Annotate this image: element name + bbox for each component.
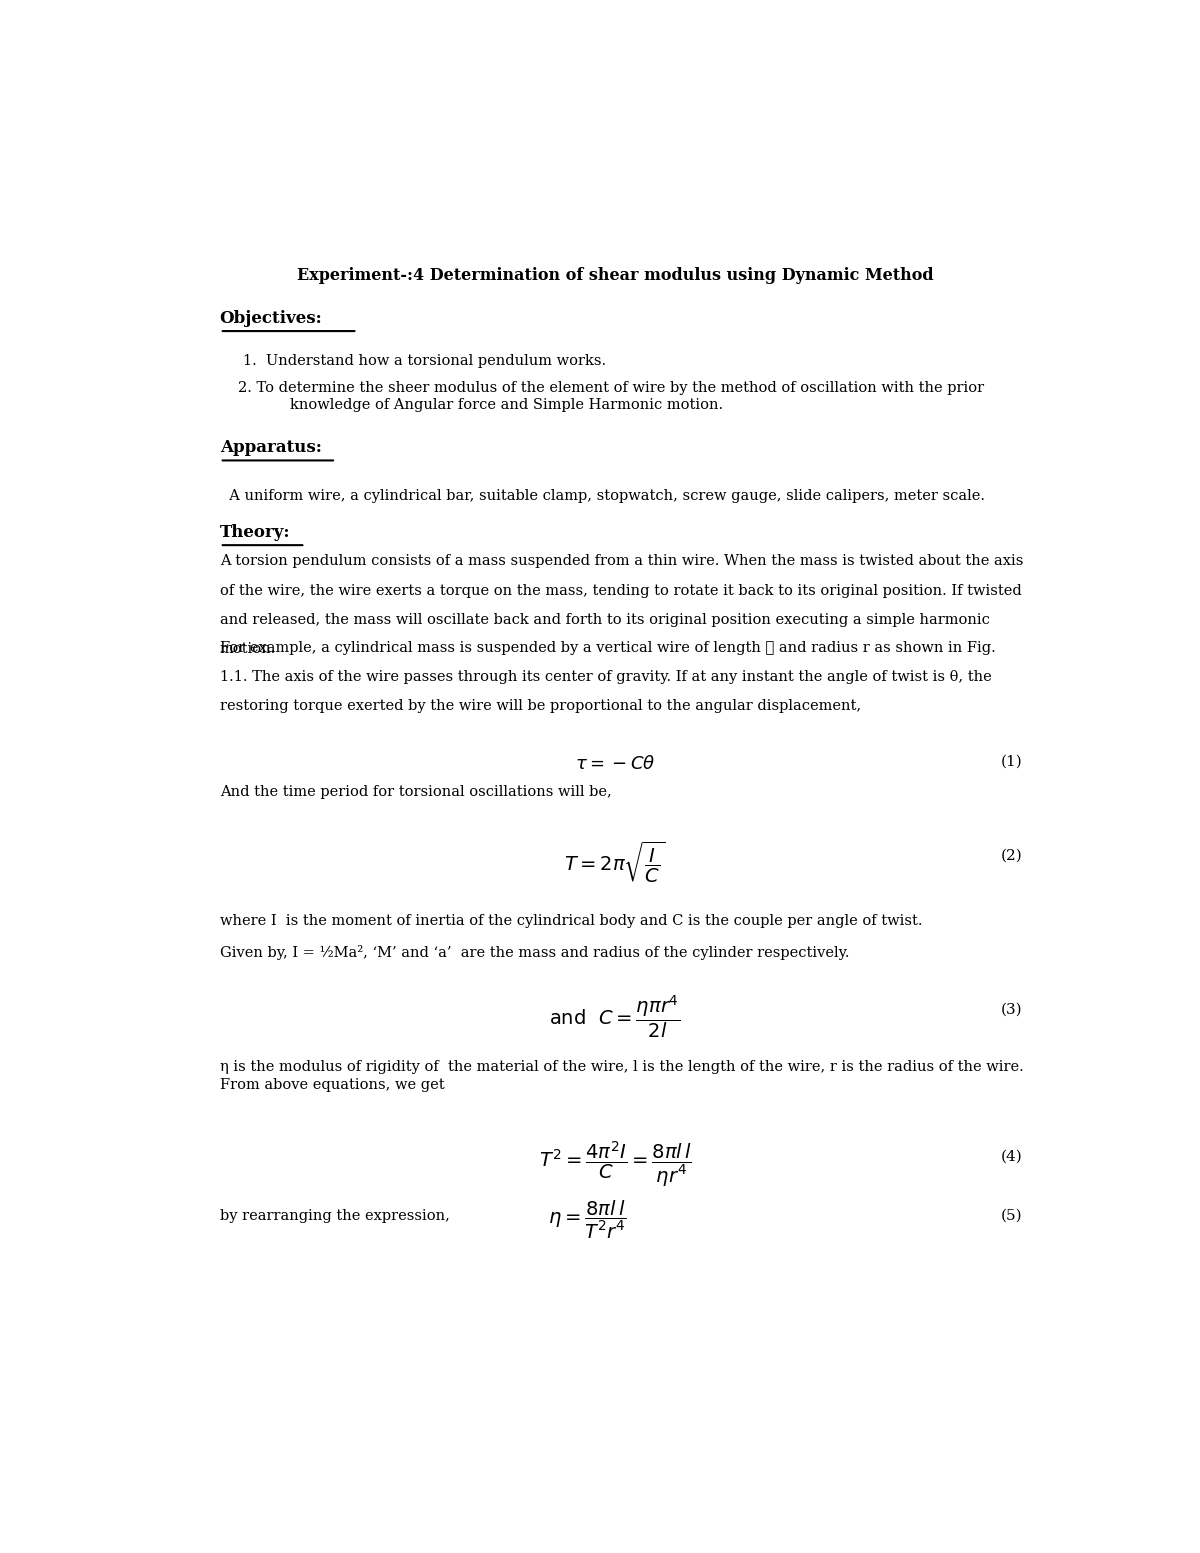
Text: 1.1. The axis of the wire passes through its center of gravity. If at any instan: 1.1. The axis of the wire passes through… [220,669,991,683]
Text: From above equations, we get: From above equations, we get [220,1078,444,1092]
Text: Experiment-:4 Determination of shear modulus using Dynamic Method: Experiment-:4 Determination of shear mod… [296,267,934,284]
Text: restoring torque exerted by the wire will be proportional to the angular displac: restoring torque exerted by the wire wil… [220,699,860,713]
Text: $\mathrm{and}\ \ C = \dfrac{\eta\pi r^4}{2l}$: $\mathrm{and}\ \ C = \dfrac{\eta\pi r^4}… [550,994,680,1041]
Text: And the time period for torsional oscillations will be,: And the time period for torsional oscill… [220,786,612,800]
Text: Given by, I = ½Ma², ‘M’ and ‘a’  are the mass and radius of the cylinder respect: Given by, I = ½Ma², ‘M’ and ‘a’ are the … [220,944,850,960]
Text: η is the modulus of rigidity of  the material of the wire, l is the length of th: η is the modulus of rigidity of the mate… [220,1061,1024,1075]
Text: knowledge of Angular force and Simple Harmonic motion.: knowledge of Angular force and Simple Ha… [289,398,722,412]
Text: $\eta = \dfrac{8\pi l\, l}{T^2 r^4}$: $\eta = \dfrac{8\pi l\, l}{T^2 r^4}$ [547,1199,626,1241]
Text: (1): (1) [1001,755,1022,769]
Text: of the wire, the wire exerts a torque on the mass, tending to rotate it back to : of the wire, the wire exerts a torque on… [220,584,1021,598]
Text: (3): (3) [1001,1003,1022,1017]
Text: by rearranging the expression,: by rearranging the expression, [220,1208,450,1222]
Text: (4): (4) [1001,1149,1022,1163]
Text: Objectives:: Objectives: [220,309,323,326]
Text: For example, a cylindrical mass is suspended by a vertical wire of length ℓ and : For example, a cylindrical mass is suspe… [220,641,996,655]
Text: where I  is the moment of inertia of the cylindrical body and C is the couple pe: where I is the moment of inertia of the … [220,915,923,929]
Text: $\tau = -C\theta$: $\tau = -C\theta$ [575,755,655,773]
Text: 2. To determine the sheer modulus of the element of wire by the method of oscill: 2. To determine the sheer modulus of the… [239,380,984,394]
Text: Theory:: Theory: [220,523,290,540]
Text: $T = 2\pi \sqrt{\dfrac{I}{C}}$: $T = 2\pi \sqrt{\dfrac{I}{C}}$ [564,839,666,885]
Text: Apparatus:: Apparatus: [220,439,322,457]
Text: $T^2 = \dfrac{4\pi^2 I}{C} = \dfrac{8\pi l\, l}{\eta r^4}$: $T^2 = \dfrac{4\pi^2 I}{C} = \dfrac{8\pi… [539,1140,691,1190]
Text: (5): (5) [1001,1208,1022,1222]
Text: A uniform wire, a cylindrical bar, suitable clamp, stopwatch, screw gauge, slide: A uniform wire, a cylindrical bar, suita… [220,489,985,503]
Text: A torsion pendulum consists of a mass suspended from a thin wire. When the mass : A torsion pendulum consists of a mass su… [220,554,1024,568]
Text: (2): (2) [1001,849,1022,863]
Text: and released, the mass will oscillate back and forth to its original position ex: and released, the mass will oscillate ba… [220,613,990,627]
Text: 1.  Understand how a torsional pendulum works.: 1. Understand how a torsional pendulum w… [242,354,606,368]
Text: motion.: motion. [220,643,276,657]
